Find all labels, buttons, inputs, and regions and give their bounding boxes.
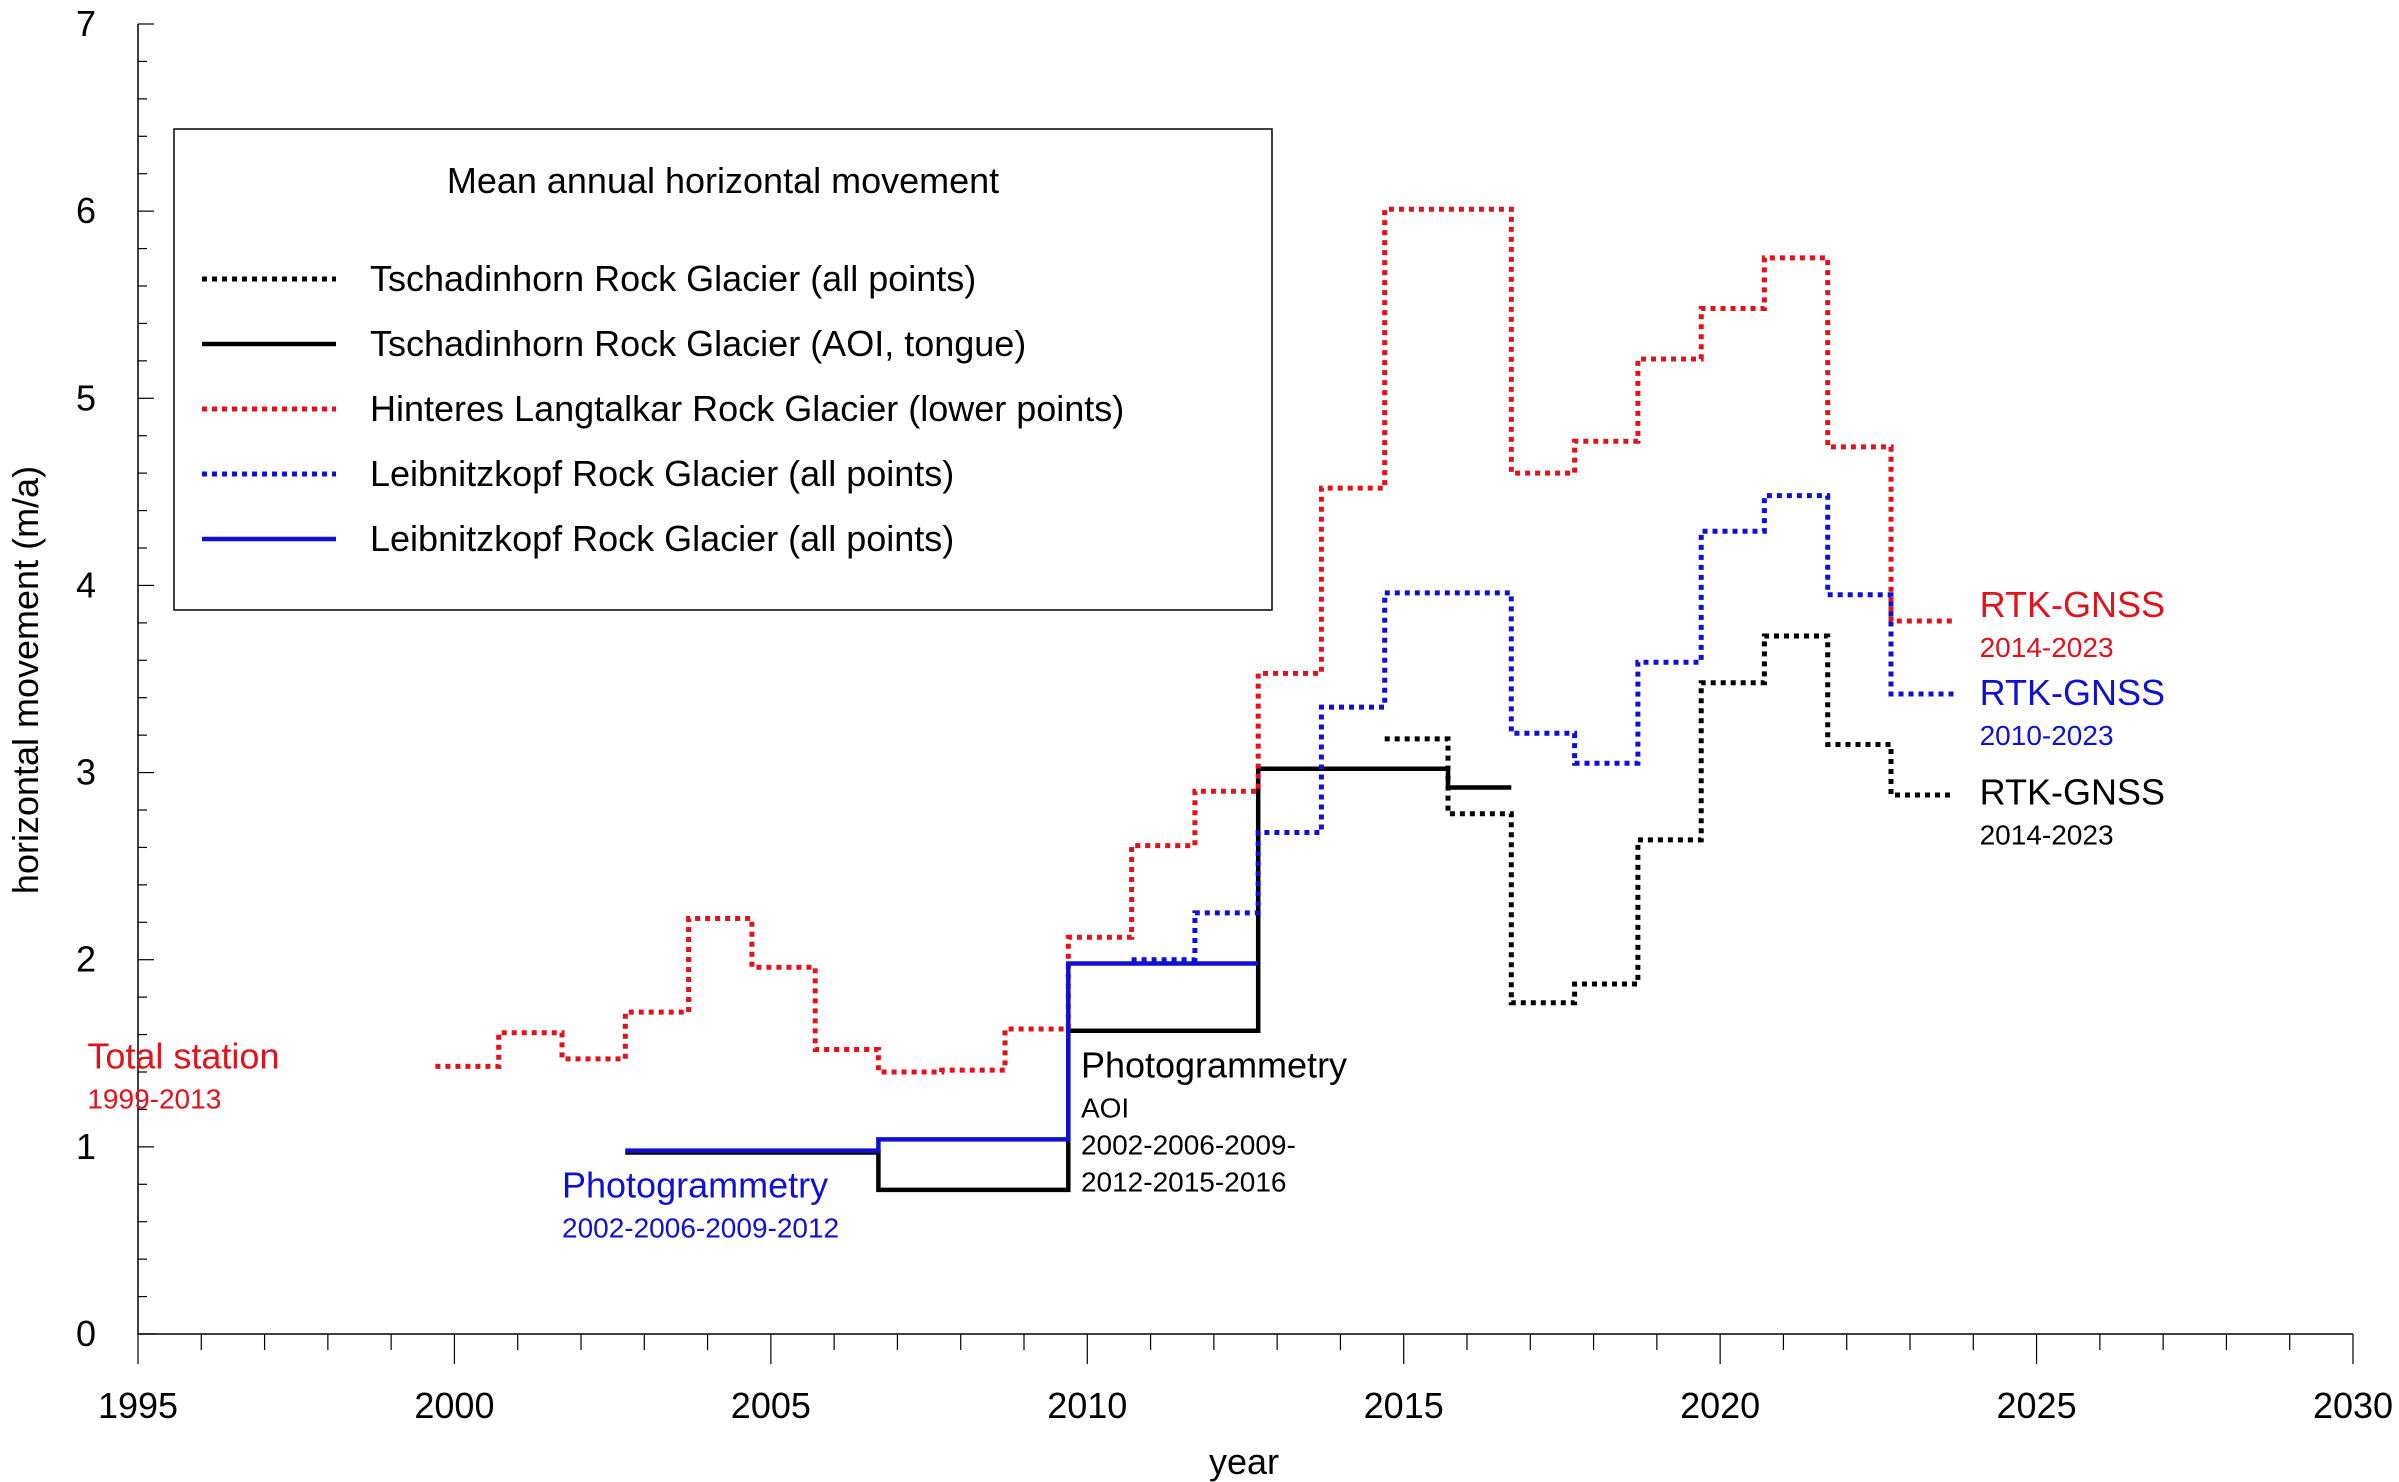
y-tick-label: 6 — [76, 190, 96, 231]
x-tick-label: 2015 — [1364, 1385, 1444, 1426]
series-line-2 — [625, 766, 1512, 1193]
annotation-subtitle: 2010-2023 — [1980, 720, 2114, 751]
annotation-layer: Total station 1999-2013 Photogrammetry 2002… — [87, 584, 2165, 1243]
legend-label-5: Leibnitzkopf Rock Glacier (all points) — [370, 518, 954, 559]
annotation-subtitle: 1999-2013 — [87, 1083, 221, 1114]
series-line-5 — [625, 961, 1259, 1153]
series-line-1 — [1384, 633, 1955, 1006]
y-tick-label: 0 — [76, 1313, 96, 1354]
annotation-subtitle: 2014-2023 — [1980, 632, 2114, 663]
annotation-title: RTK-GNSS — [1980, 771, 2165, 812]
annotation-title: RTK-GNSS — [1980, 672, 2165, 713]
annotation-subtitle: 2014-2023 — [1980, 819, 2114, 850]
annotation-total-station: Total station 1999-2013 — [87, 1035, 279, 1114]
annotation-subtitle: 2002-2006-2009-2012 — [562, 1212, 839, 1243]
legend-label-1: Tschadinhorn Rock Glacier (all points) — [370, 258, 976, 299]
y-tick-label: 3 — [76, 752, 96, 793]
y-tick-label: 1 — [76, 1126, 96, 1167]
legend-label-2: Tschadinhorn Rock Glacier (AOI, tongue) — [370, 323, 1026, 364]
legend-title: Mean annual horizontal movement — [447, 160, 999, 201]
annotation-title: RTK-GNSS — [1980, 584, 2165, 625]
x-tick-label: 2030 — [2313, 1385, 2393, 1426]
annotation-title: Total station — [87, 1035, 279, 1076]
y-tick-label: 2 — [76, 939, 96, 980]
annotation-title: Photogrammetry — [1081, 1045, 1347, 1086]
legend: Mean annual horizontal movement Tschadin… — [173, 128, 1273, 611]
annotation-photogrammetry-black: Photogrammetry AOI 2002-2006-2009- 2012-201… — [1081, 1045, 1347, 1198]
series-line-4 — [1131, 493, 1955, 963]
y-tick-label: 7 — [76, 3, 96, 44]
series-layer — [435, 206, 1955, 1193]
x-tick-label: 2010 — [1047, 1385, 1127, 1426]
annotation-rtk-red: RTK-GNSS 2014-2023 — [1980, 584, 2165, 663]
annotation-subtitle: AOI — [1081, 1093, 1129, 1124]
x-tick-label: 2020 — [1680, 1385, 1760, 1426]
annotation-subtitle: 2002-2006-2009- — [1081, 1130, 1296, 1161]
y-tick-label: 4 — [76, 564, 96, 605]
x-tick-label: 2005 — [731, 1385, 811, 1426]
y-tick-label: 5 — [76, 377, 96, 418]
annotation-rtk-black: RTK-GNSS 2014-2023 — [1980, 771, 2165, 850]
x-tick-label: 2025 — [1997, 1385, 2077, 1426]
legend-label-3: Hinteres Langtalkar Rock Glacier (lower … — [370, 388, 1124, 429]
axes-layer: 0 1 2 3 4 5 6 7 1995 2000 2005 2010 2015 2020 2025 2030 — [76, 3, 2393, 1426]
annotation-photogrammetry-blue: Photogrammetry 2002-2006-2009-2012 — [562, 1164, 839, 1243]
annotation-title: Photogrammetry — [562, 1164, 828, 1205]
legend-frame — [173, 128, 1273, 611]
legend-items: Tschadinhorn Rock Glacier (all points) Ts… — [202, 258, 1124, 559]
x-tick-label: 1995 — [98, 1385, 178, 1426]
x-axis-title: year — [1209, 1441, 1279, 1482]
legend-label-4: Leibnitzkopf Rock Glacier (all points) — [370, 453, 954, 494]
y-axis-title: horizontal movement (m/a) — [5, 466, 46, 894]
annotation-subtitle: 2012-2015-2016 — [1081, 1167, 1287, 1198]
annotation-rtk-blue: RTK-GNSS 2010-2023 — [1980, 672, 2165, 751]
x-tick-label: 2000 — [414, 1385, 494, 1426]
